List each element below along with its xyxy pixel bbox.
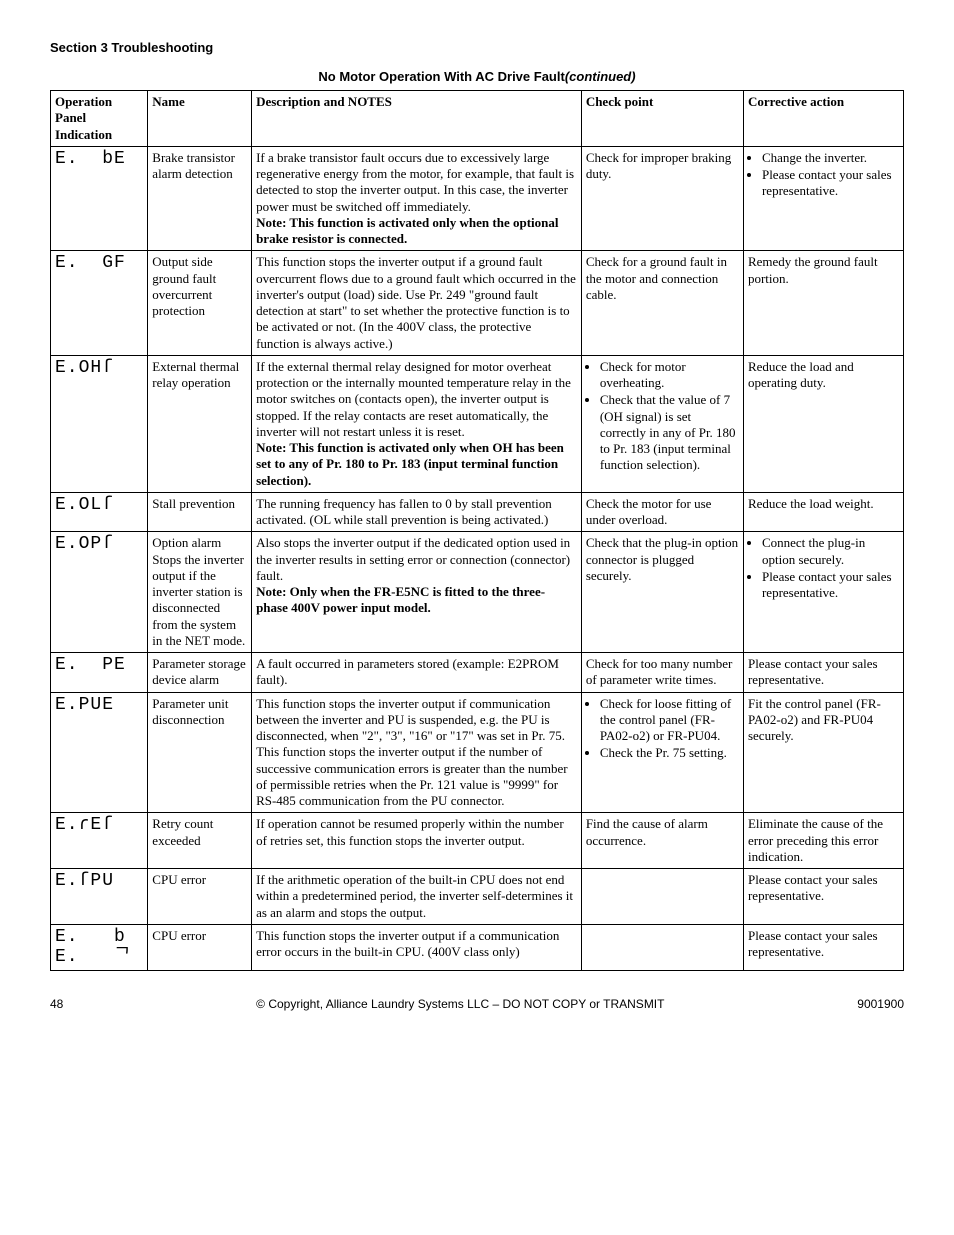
table-row: E. PEParameter storage device alarmA fau… [51, 653, 904, 693]
fault-name: Brake transistor alarm detection [148, 146, 252, 251]
footer-doc-number: 9001900 [857, 997, 904, 1011]
fault-name: Output side ground fault overcurrent pro… [148, 251, 252, 356]
table-row: E. bEBrake transistor alarm detectionIf … [51, 146, 904, 251]
fault-name: CPU error [148, 924, 252, 971]
table-row: E.ɾEſRetry count exceededIf operation ca… [51, 813, 904, 869]
panel-indication: E.OPſ [51, 532, 148, 653]
corrective-action: Please contact your sales representative… [743, 653, 903, 693]
table-header-row: Operation Panel Indication Name Descript… [51, 91, 904, 147]
check-point [581, 924, 743, 971]
corrective-action: Connect the plug-in option securely.Plea… [743, 532, 903, 653]
col-description: Description and NOTES [252, 91, 582, 147]
table-title-text: No Motor Operation With AC Drive Fault [318, 69, 564, 84]
panel-indication: E.OHſ [51, 355, 148, 492]
check-point: Check for too many number of parameter w… [581, 653, 743, 693]
fault-description: If operation cannot be resumed properly … [252, 813, 582, 869]
corrective-action: Reduce the load and operating duty. [743, 355, 903, 492]
table-row: E. GFOutput side ground fault overcurren… [51, 251, 904, 356]
footer-copyright: © Copyright, Alliance Laundry Systems LL… [256, 997, 664, 1011]
panel-indication: E.ſPU [51, 869, 148, 925]
fault-description: This function stops the inverter output … [252, 692, 582, 813]
fault-description: Also stops the inverter output if the de… [252, 532, 582, 653]
col-corrective-action: Corrective action [743, 91, 903, 147]
panel-indication: E.OLſ [51, 492, 148, 532]
table-title-continued: (continued) [565, 69, 636, 84]
panel-indication: E.ɾEſ [51, 813, 148, 869]
fault-description: This function stops the inverter output … [252, 924, 582, 971]
fault-name: Option alarm Stops the inverter output i… [148, 532, 252, 653]
corrective-action: Fit the control panel (FR-PA02-o2) and F… [743, 692, 903, 813]
fault-name: Parameter unit disconnection [148, 692, 252, 813]
fault-description: A fault occurred in parameters stored (e… [252, 653, 582, 693]
fault-table: Operation Panel Indication Name Descript… [50, 90, 904, 971]
table-row: E. b E. ᄀCPU errorThis function stops th… [51, 924, 904, 971]
check-point: Check that the plug-in option connector … [581, 532, 743, 653]
panel-indication: E. PE [51, 653, 148, 693]
table-row: E.OHſExternal thermal relay operationIf … [51, 355, 904, 492]
fault-description: This function stops the inverter output … [252, 251, 582, 356]
panel-indication: E.PUE [51, 692, 148, 813]
check-point: Check for motor overheating.Check that t… [581, 355, 743, 492]
col-operation-panel: Operation Panel Indication [51, 91, 148, 147]
section-header: Section 3 Troubleshooting [50, 40, 904, 55]
fault-description: If a brake transistor fault occurs due t… [252, 146, 582, 251]
fault-description: The running frequency has fallen to 0 by… [252, 492, 582, 532]
table-row: E.OPſOption alarm Stops the inverter out… [51, 532, 904, 653]
fault-name: External thermal relay operation [148, 355, 252, 492]
check-point: Check for loose fitting of the control p… [581, 692, 743, 813]
fault-name: Parameter storage device alarm [148, 653, 252, 693]
table-row: E.OLſStall preventionThe running frequen… [51, 492, 904, 532]
fault-description: If the external thermal relay designed f… [252, 355, 582, 492]
corrective-action: Reduce the load weight. [743, 492, 903, 532]
fault-name: Stall prevention [148, 492, 252, 532]
footer-page-number: 48 [50, 997, 63, 1011]
panel-indication: E. bE [51, 146, 148, 251]
fault-name: CPU error [148, 869, 252, 925]
check-point: Find the cause of alarm occurrence. [581, 813, 743, 869]
col-name: Name [148, 91, 252, 147]
col-check-point: Check point [581, 91, 743, 147]
panel-indication: E. GF [51, 251, 148, 356]
check-point [581, 869, 743, 925]
table-row: E.ſPUCPU errorIf the arithmetic operatio… [51, 869, 904, 925]
table-row: E.PUEParameter unit disconnectionThis fu… [51, 692, 904, 813]
corrective-action: Remedy the ground fault portion. [743, 251, 903, 356]
fault-description: If the arithmetic operation of the built… [252, 869, 582, 925]
check-point: Check for a ground fault in the motor an… [581, 251, 743, 356]
fault-name: Retry count exceeded [148, 813, 252, 869]
panel-indication: E. b E. ᄀ [51, 924, 148, 971]
check-point: Check for improper braking duty. [581, 146, 743, 251]
page-footer: 48 © Copyright, Alliance Laundry Systems… [50, 997, 904, 1011]
table-title: No Motor Operation With AC Drive Fault(c… [50, 69, 904, 84]
check-point: Check the motor for use under overload. [581, 492, 743, 532]
corrective-action: Eliminate the cause of the error precedi… [743, 813, 903, 869]
corrective-action: Please contact your sales representative… [743, 869, 903, 925]
corrective-action: Please contact your sales representative… [743, 924, 903, 971]
corrective-action: Change the inverter.Please contact your … [743, 146, 903, 251]
